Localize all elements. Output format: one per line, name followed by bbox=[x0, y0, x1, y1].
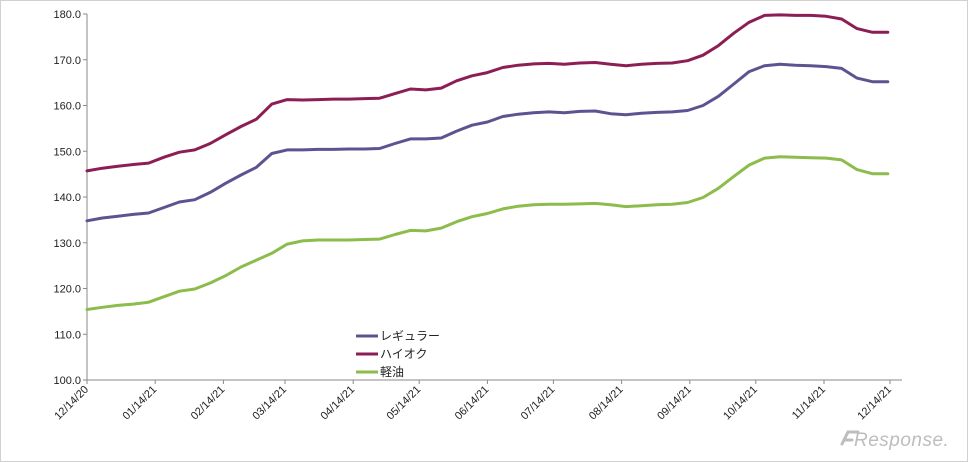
y-tick-label: 100.0 bbox=[53, 375, 81, 387]
series-line-2 bbox=[85, 155, 890, 311]
y-tick-label: 180.0 bbox=[53, 9, 81, 21]
x-tick-label: 08/14/21 bbox=[587, 384, 626, 423]
series-lines bbox=[85, 13, 890, 311]
response-logo-mark-icon bbox=[840, 430, 860, 446]
legend-label-2: 軽油 bbox=[380, 365, 404, 379]
x-tick-label: 06/14/21 bbox=[453, 384, 492, 423]
y-tick-label: 130.0 bbox=[53, 238, 81, 250]
series-line-1 bbox=[85, 13, 890, 173]
x-tick-label: 03/14/21 bbox=[250, 384, 289, 423]
legend-label-1: ハイオク bbox=[380, 347, 428, 361]
x-tick-label: 01/14/21 bbox=[121, 384, 160, 423]
x-tick-label: 02/14/21 bbox=[189, 384, 228, 423]
y-tick-label: 170.0 bbox=[53, 55, 81, 67]
series-line-0 bbox=[85, 62, 890, 223]
x-tick-label: 12/14/21 bbox=[855, 384, 894, 423]
x-tick-label: 11/14/21 bbox=[790, 384, 828, 422]
x-tick-label: 10/14/21 bbox=[721, 384, 760, 423]
x-tick-label: 05/14/21 bbox=[385, 384, 424, 423]
legend-label-0: レギュラー bbox=[380, 329, 440, 343]
x-axis-ticks: 12/14/20 01/14/21 02/14/21 03/14/21 04/14/21… bbox=[52, 380, 894, 422]
y-tick-label: 160.0 bbox=[53, 101, 81, 113]
y-tick-label: 110.0 bbox=[54, 329, 81, 341]
y-tick-label: 140.0 bbox=[53, 192, 81, 204]
response-logo: Response. bbox=[840, 430, 949, 451]
x-tick-label: 09/14/21 bbox=[655, 384, 694, 423]
y-tick-label: 150.0 bbox=[53, 146, 81, 158]
axes bbox=[86, 14, 902, 381]
watermark-text: Response. bbox=[854, 430, 949, 451]
x-tick-label: 12/14/20 bbox=[52, 384, 91, 423]
y-axis-ticks: 100.0 110.0 120.0 130.0 140.0 150.0 160.0 170.0… bbox=[53, 9, 87, 387]
y-tick-label: 120.0 bbox=[53, 284, 81, 296]
x-tick-label: 04/14/21 bbox=[319, 384, 358, 423]
x-tick-label: 07/14/21 bbox=[519, 384, 558, 423]
